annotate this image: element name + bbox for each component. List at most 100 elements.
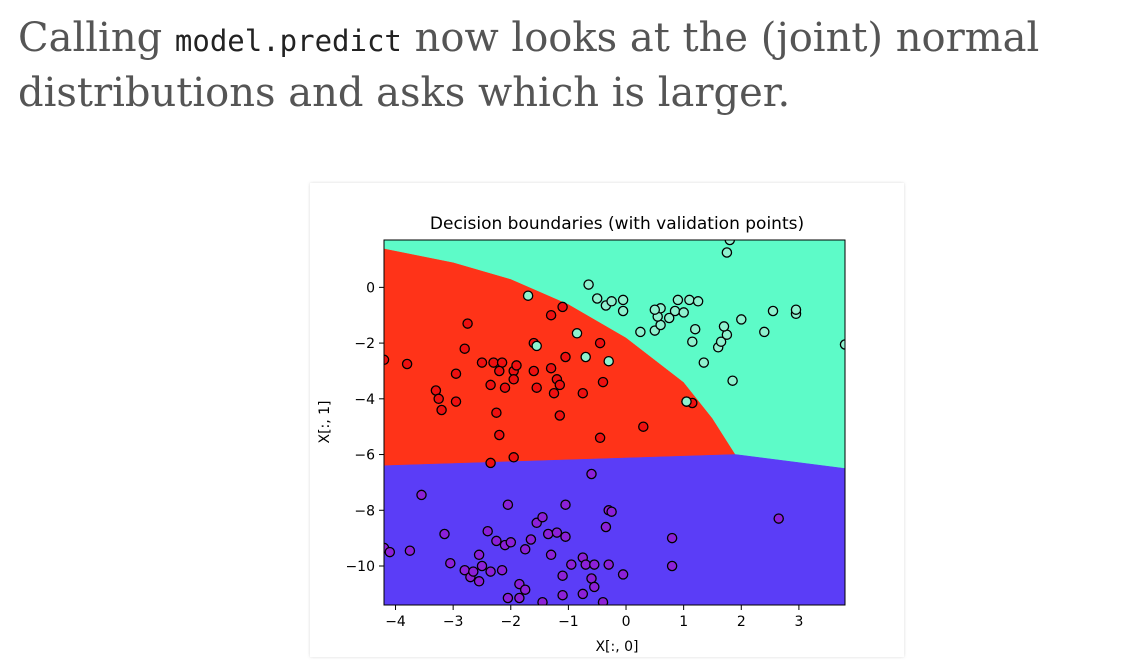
point-purple (482, 525, 493, 537)
point-cyan (681, 396, 692, 407)
point-cyan (617, 294, 629, 306)
decision-boundary-chart: Decision boundaries (with validation poi… (317, 214, 846, 655)
point-red (499, 382, 511, 393)
point-red (433, 393, 444, 405)
point-purple (560, 499, 571, 510)
point-cyan (687, 336, 698, 347)
point-purple (416, 489, 427, 501)
point-cyan (721, 247, 733, 258)
point-purple (666, 560, 678, 572)
point-purple (566, 559, 577, 570)
point-red (401, 358, 413, 370)
point-cyan (718, 321, 730, 332)
point-red (508, 452, 519, 463)
point-cyan (580, 351, 591, 363)
y-tick-label: −10 (345, 559, 375, 575)
point-purple (404, 545, 416, 556)
point-purple (514, 592, 525, 604)
point-red (560, 351, 571, 363)
point-purple (439, 528, 450, 540)
y-tick-label: −6 (354, 448, 375, 464)
point-red (554, 410, 566, 421)
point-purple (580, 559, 591, 570)
x-tick-label: −3 (443, 614, 464, 630)
point-cyan (715, 336, 727, 347)
point-red (494, 429, 505, 441)
point-purple (557, 570, 568, 581)
point-cyan (839, 339, 845, 350)
point-red (488, 357, 499, 368)
point-purple (603, 559, 614, 570)
point-red (450, 396, 462, 407)
point-cyan (649, 304, 661, 315)
point-red (594, 337, 606, 349)
y-tick-label: −8 (354, 503, 375, 519)
point-red (594, 432, 606, 444)
point-purple (551, 527, 563, 538)
x-tick-label: −1 (558, 614, 579, 630)
x-tick-label: −2 (500, 614, 521, 630)
point-purple (577, 588, 589, 600)
point-cyan (571, 328, 583, 339)
point-purple (586, 468, 597, 480)
point-cyan (698, 357, 710, 368)
point-purple (505, 537, 517, 548)
point-cyan (603, 355, 614, 367)
point-purple (519, 544, 531, 555)
point-red (557, 301, 568, 313)
point-cyan (684, 294, 695, 306)
x-tick-label: 1 (679, 614, 688, 630)
point-cyan (663, 312, 675, 324)
point-cyan (591, 293, 603, 304)
point-purple (537, 511, 548, 523)
point-purple (519, 584, 531, 595)
intro-text-after-code: now looks at the (joint) normal distribu… (18, 15, 1040, 116)
point-red (508, 374, 519, 385)
point-purple (600, 521, 612, 533)
point-red (545, 362, 557, 374)
point-cyan (689, 323, 701, 335)
point-red (459, 343, 470, 354)
point-purple (560, 531, 571, 542)
point-red (491, 407, 502, 418)
point-cyan (617, 305, 629, 317)
x-axis-label: X[:, 0] (595, 639, 638, 655)
point-cyan (736, 314, 747, 325)
inline-code: model.predict (174, 24, 402, 58)
point-cyan (606, 296, 617, 307)
y-axis-ticks: 0 −2 −4 −6 −8 −10 (345, 280, 384, 575)
point-purple (476, 560, 488, 572)
x-tick-label: 2 (737, 614, 746, 630)
x-tick-label: 3 (794, 614, 803, 630)
point-cyan (727, 375, 738, 386)
point-cyan (672, 294, 684, 306)
point-cyan (678, 307, 689, 318)
y-tick-label: −4 (354, 392, 375, 408)
point-red (436, 404, 447, 416)
chart-title: Decision boundaries (with validation poi… (430, 214, 804, 234)
y-tick-label: 0 (366, 280, 375, 296)
point-purple (473, 549, 485, 561)
point-red (485, 379, 496, 391)
x-tick-label: −4 (385, 614, 406, 630)
figure: Decision boundaries (with validation poi… (310, 183, 904, 657)
point-cyan (767, 305, 779, 317)
point-cyan (531, 340, 542, 352)
point-red (511, 360, 522, 371)
point-purple (542, 528, 554, 540)
point-red (638, 421, 649, 432)
point-purple (545, 549, 557, 561)
decision-regions (384, 240, 845, 605)
point-cyan (583, 279, 594, 290)
point-red (548, 387, 560, 399)
point-purple (502, 499, 514, 510)
point-purple (502, 592, 514, 604)
point-purple (773, 513, 784, 524)
point-red (554, 379, 566, 391)
point-purple (606, 506, 617, 517)
point-cyan (759, 326, 770, 338)
point-purple (384, 546, 396, 558)
point-purple (491, 535, 502, 547)
point-red (462, 318, 473, 329)
intro-text-before-code: Calling (18, 15, 175, 61)
